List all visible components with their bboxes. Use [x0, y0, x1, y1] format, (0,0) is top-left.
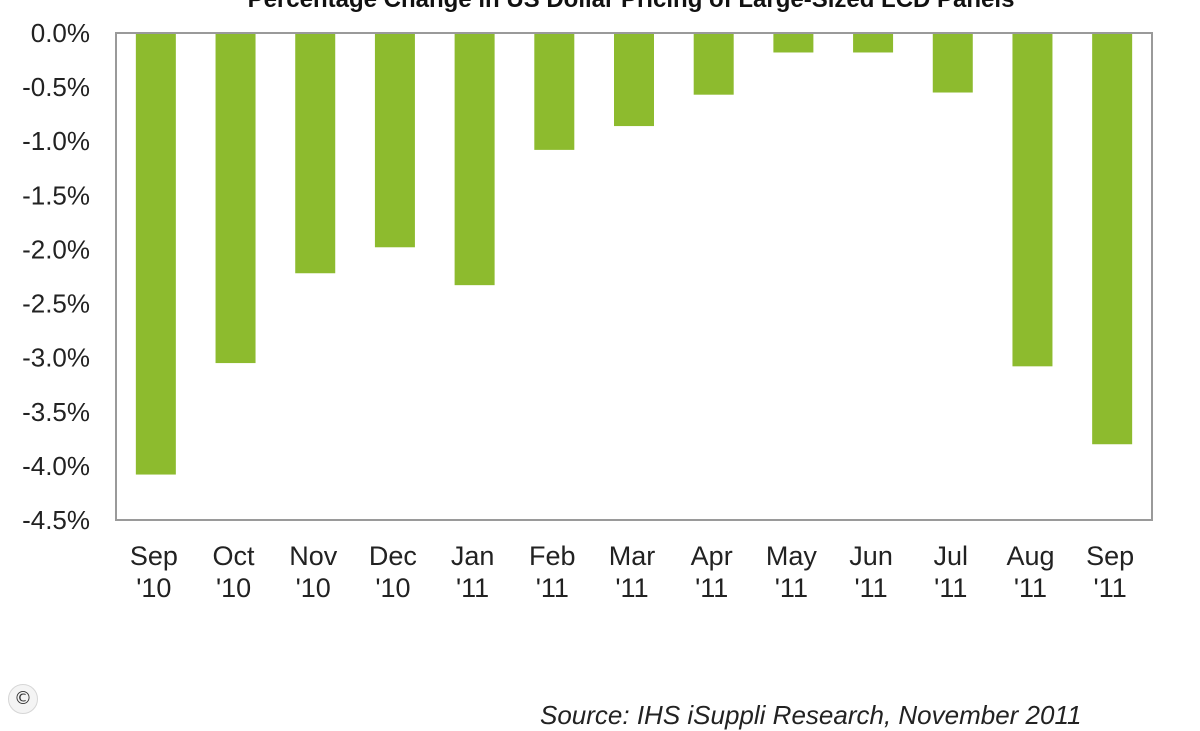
- x-tick-label: Feb: [529, 541, 576, 571]
- y-tick-label: -2.0%: [22, 234, 90, 264]
- y-tick-label: -3.5%: [22, 397, 90, 427]
- x-tick-label: '11: [695, 573, 728, 603]
- x-tick-label: Dec: [369, 541, 417, 571]
- bar: [135, 34, 176, 475]
- bar: [932, 34, 973, 93]
- y-tick-label: 0.0%: [31, 18, 90, 48]
- bar: [1092, 34, 1133, 445]
- x-tick-label: '11: [536, 573, 569, 603]
- bar: [215, 34, 256, 364]
- y-tick-label: -1.5%: [22, 180, 90, 210]
- chart-title: Percentage Change in US Dollar Pricing o…: [0, 0, 1200, 14]
- x-tick-label: Mar: [609, 541, 656, 571]
- bar: [534, 34, 575, 150]
- y-tick-label: -3.0%: [22, 343, 90, 373]
- x-tick-label: '11: [456, 573, 489, 603]
- x-tick-label: '10: [216, 573, 251, 603]
- x-tick-label: Sep: [1086, 541, 1134, 571]
- bar: [1012, 34, 1053, 367]
- x-tick-label: Jun: [849, 541, 893, 571]
- y-axis: 0.0% -0.5% -1.0% -1.5% -2.0% -2.5% -3.0% -3.5% -…: [22, 18, 90, 535]
- y-tick-label: -0.5%: [22, 72, 90, 102]
- x-tick-label: '10: [375, 573, 410, 603]
- x-tick-label: Oct: [213, 541, 256, 571]
- bar: [693, 34, 734, 95]
- y-tick-label: -2.5%: [22, 289, 90, 319]
- y-tick-label: -4.5%: [22, 505, 90, 535]
- y-tick-label: -4.0%: [22, 451, 90, 481]
- x-tick-label: '11: [854, 573, 887, 603]
- bar: [295, 34, 336, 274]
- bars: [135, 34, 1133, 475]
- plot-area: [115, 32, 1153, 521]
- x-tick-label: Sep: [130, 541, 178, 571]
- x-tick-label: Jul: [934, 541, 969, 571]
- bar: [614, 34, 654, 127]
- bar: [374, 34, 415, 248]
- x-tick-label: '11: [615, 573, 648, 603]
- x-tick-label: Nov: [289, 541, 338, 571]
- x-tick-label: Jan: [451, 541, 495, 571]
- x-tick-label: '11: [934, 573, 967, 603]
- x-tick-label: May: [766, 541, 818, 571]
- copyright-icon: ©: [8, 684, 38, 714]
- x-tick-label: Apr: [691, 541, 733, 571]
- source-note: Source: IHS iSuppli Research, November 2…: [540, 700, 1082, 730]
- bar: [454, 34, 495, 286]
- x-tick-label: '10: [136, 573, 171, 603]
- y-tick-label: -1.0%: [22, 126, 90, 156]
- x-tick-label: '11: [775, 573, 808, 603]
- bar: [853, 34, 894, 53]
- x-tick-label: '11: [1094, 573, 1127, 603]
- x-axis: Sep'10Oct'10Nov'10Dec'10Jan'11Feb'11Mar'…: [130, 541, 1134, 603]
- x-tick-label: Aug: [1006, 541, 1054, 571]
- bar: [773, 34, 814, 53]
- x-tick-label: '10: [296, 573, 331, 603]
- x-tick-label: '11: [1014, 573, 1047, 603]
